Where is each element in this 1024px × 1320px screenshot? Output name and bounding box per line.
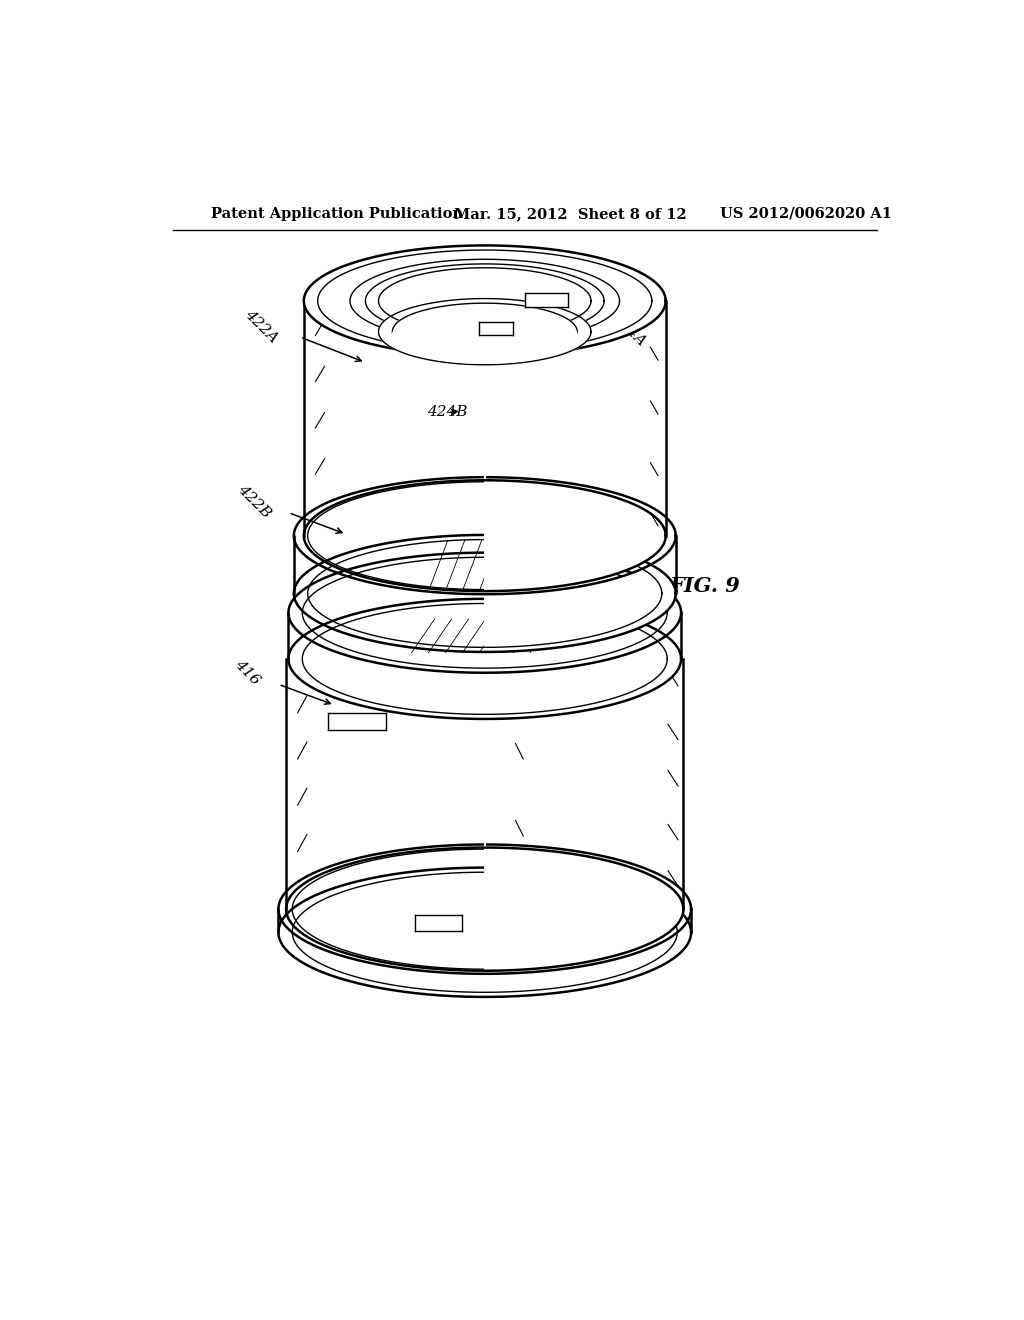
Polygon shape <box>379 268 591 334</box>
Polygon shape <box>392 308 578 363</box>
Polygon shape <box>484 246 666 591</box>
Text: 422A: 422A <box>243 308 281 346</box>
Polygon shape <box>392 304 578 360</box>
Polygon shape <box>484 478 676 652</box>
Polygon shape <box>379 298 591 364</box>
Polygon shape <box>484 553 681 719</box>
Polygon shape <box>484 478 676 652</box>
Polygon shape <box>524 293 568 308</box>
Polygon shape <box>279 845 691 974</box>
Polygon shape <box>350 259 620 342</box>
Text: 418: 418 <box>550 924 581 956</box>
Polygon shape <box>304 246 666 356</box>
Text: Mar. 15, 2012  Sheet 8 of 12: Mar. 15, 2012 Sheet 8 of 12 <box>454 207 687 220</box>
Text: 422B: 422B <box>234 482 273 520</box>
Polygon shape <box>279 867 691 997</box>
Polygon shape <box>484 597 683 970</box>
Text: 424B: 424B <box>427 405 468 420</box>
Polygon shape <box>484 246 666 591</box>
Text: 424A: 424A <box>609 310 648 348</box>
Text: US 2012/0062020 A1: US 2012/0062020 A1 <box>720 207 892 220</box>
Polygon shape <box>484 845 691 997</box>
Polygon shape <box>366 264 604 338</box>
Polygon shape <box>292 873 677 993</box>
Polygon shape <box>484 597 683 970</box>
Text: Patent Application Publication: Patent Application Publication <box>211 207 464 220</box>
Text: FIG. 9: FIG. 9 <box>670 576 740 595</box>
Text: 420: 420 <box>645 644 676 675</box>
Text: 416: 416 <box>232 657 263 688</box>
Polygon shape <box>479 322 513 335</box>
